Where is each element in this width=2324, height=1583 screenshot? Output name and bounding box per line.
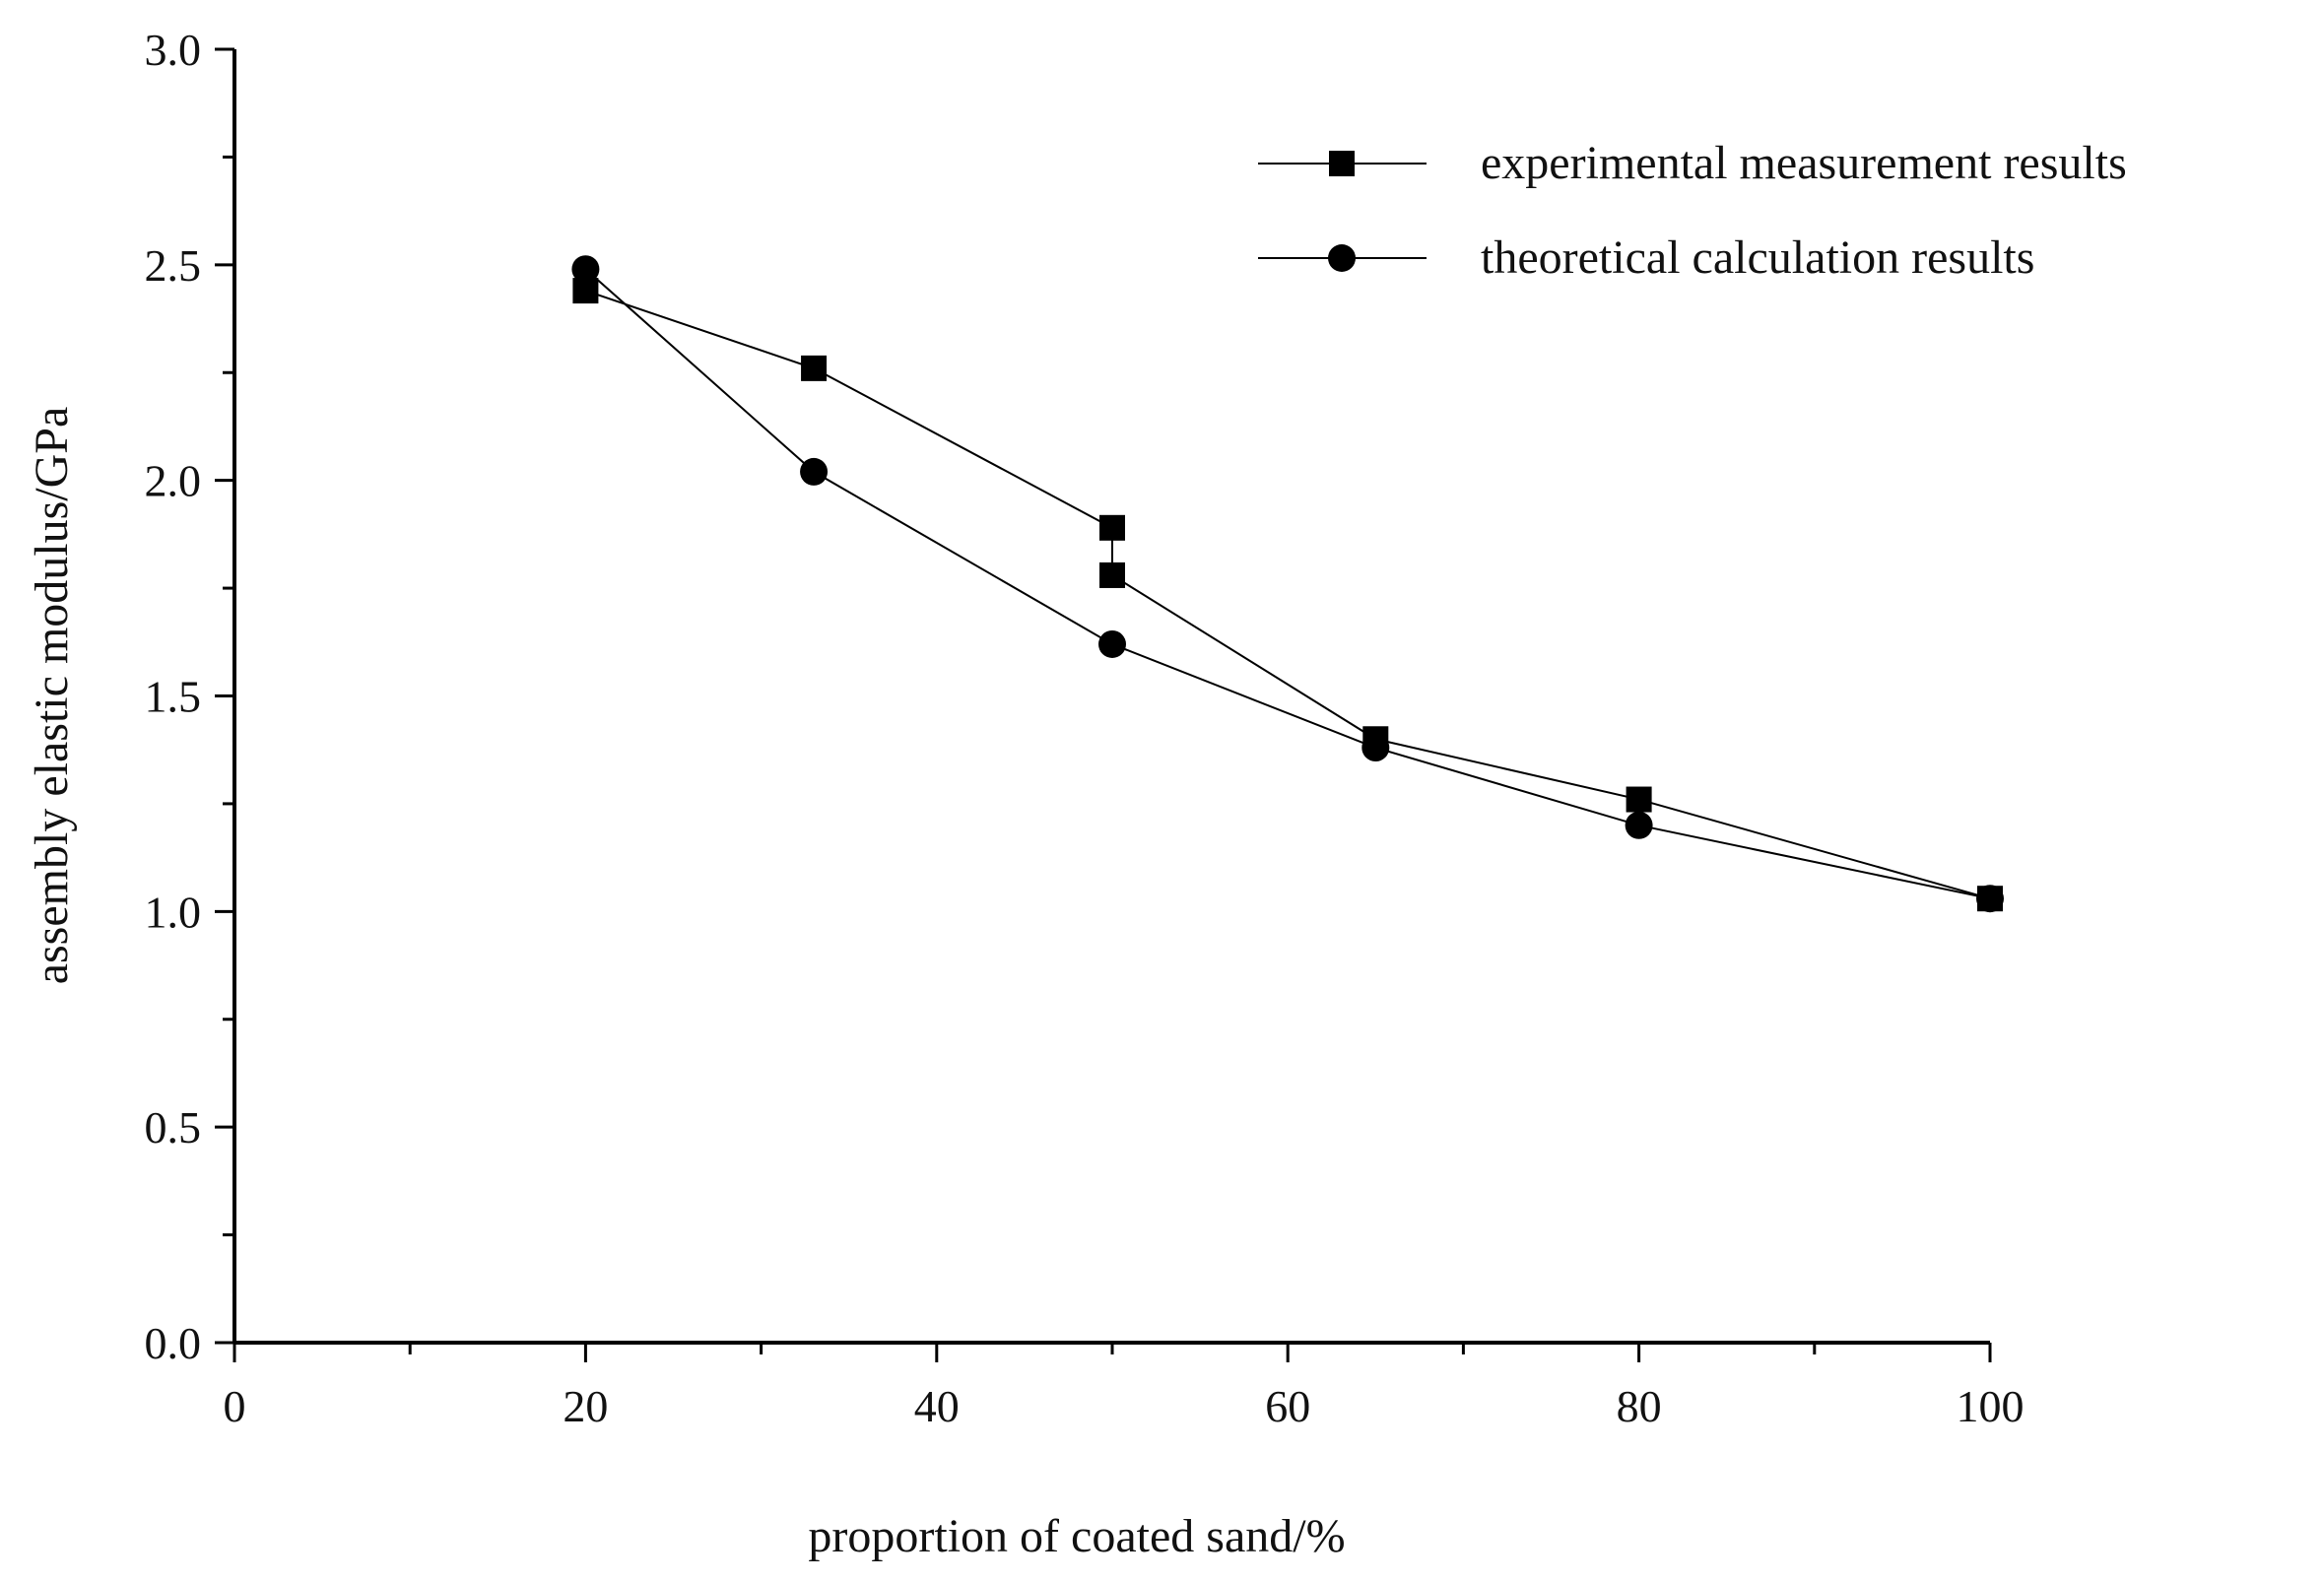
y-tick-label: 1.5 [145,672,202,722]
legend-label: theoretical calculation results [1481,231,2034,284]
series-circle [571,255,2004,913]
square-marker [801,355,828,381]
x-tick-label: 0 [224,1381,246,1431]
x-axis-title: proportion of coated sand/% [808,1510,1345,1562]
square-marker [1626,786,1652,813]
circle-marker [800,457,829,486]
legend-marker-square [1329,151,1355,176]
series-line [585,290,1991,900]
square-marker [1099,561,1125,588]
circle-marker [1625,811,1653,839]
x-tick-label: 40 [914,1381,960,1431]
y-tick-label: 1.0 [145,887,202,937]
series-layer [571,255,2004,913]
square-marker [1099,514,1125,541]
circle-marker [1976,885,2004,913]
y-tick-label: 0.5 [145,1102,202,1153]
series-line [584,268,1991,900]
x-tick-label: 60 [1265,1381,1310,1431]
x-ticks: 0 20 40 60 80 100 [224,1343,2025,1431]
legend: experimental measurement results theoreti… [1258,137,2127,284]
circle-marker [571,255,600,284]
y-ticks: 0.0 0.5 1.0 1.5 2.0 2.5 3.0 [145,25,234,1368]
x-tick-label: 20 [563,1381,608,1431]
y-tick-label: 2.5 [145,240,202,291]
legend-label: experimental measurement results [1481,137,2127,189]
circle-marker [1098,629,1126,658]
circle-marker [1361,734,1390,762]
y-tick-label: 3.0 [145,25,202,75]
legend-marker-circle [1328,244,1356,272]
x-tick-label: 80 [1617,1381,1662,1431]
x-tick-label: 100 [1957,1381,2025,1431]
y-axis-title: assembly elastic modulus/GPa [26,407,78,985]
series-square [572,278,2003,912]
y-tick-label: 0.0 [145,1318,202,1368]
y-tick-label: 2.0 [145,456,202,506]
